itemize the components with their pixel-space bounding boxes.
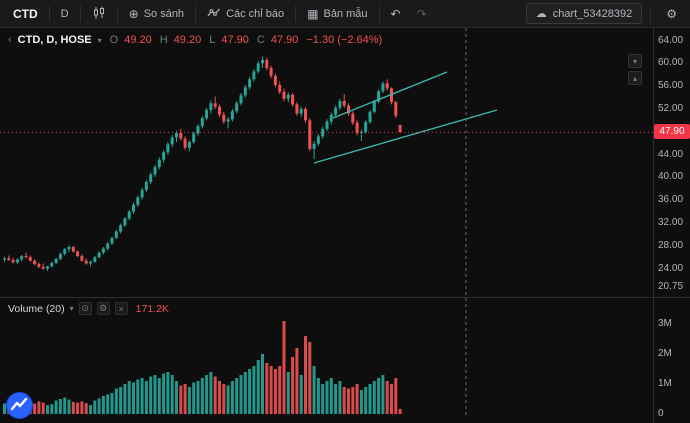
ohlc-legend: ‹ CTD, D, HOSE ▾ O 49.20 H 49.20 L 47.90… (8, 34, 382, 46)
study-settings-icon[interactable]: ⚙ (96, 302, 110, 315)
axis-tick-label: 2M (658, 348, 672, 359)
close-value: 47.90 (270, 34, 299, 46)
toolbar-divider (195, 5, 197, 22)
candlestick-icon (92, 6, 106, 22)
axis-tick-label: 52.00 (658, 102, 684, 114)
high-label: H (159, 34, 168, 46)
templates-grid-icon: ▦ (307, 6, 319, 21)
axis-tick-label: 0 (658, 408, 664, 419)
close-label: C (256, 34, 265, 46)
save-chart-button[interactable]: ☁ chart_53428392 (525, 3, 643, 24)
toolbar-divider (79, 5, 81, 22)
toolbar-divider (116, 5, 118, 22)
toolbar-divider (48, 5, 50, 22)
templates-label: Bản mẫu (323, 7, 368, 20)
axis-tick-label: 60.00 (658, 57, 684, 69)
symbol-description[interactable]: CTD, D, HOSE (17, 34, 92, 46)
last-price-tag: 47.90 (654, 124, 690, 140)
eye-icon[interactable]: ⊙ (78, 302, 92, 315)
chart-name-label: chart_53428392 (552, 7, 633, 20)
change-value: −1.30 (−2.64%) (306, 34, 383, 46)
axis-tick-label: 64.00 (658, 34, 684, 46)
top-toolbar: CTD D ⊕ So sánh (0, 0, 690, 28)
interval-button[interactable]: D (60, 7, 69, 20)
compare-plus-icon: ⊕ (128, 6, 139, 21)
toolbar-right-group: ☁ chart_53428392 ⚙ (525, 3, 684, 24)
axis-tick-label: 3M (658, 318, 672, 329)
axis-tick-label: 36.00 (658, 194, 684, 206)
compare-button[interactable]: ⊕ So sánh (122, 5, 191, 23)
tradingview-logo[interactable] (6, 392, 33, 419)
toolbar-divider (650, 5, 652, 22)
templates-button[interactable]: ▦ Bản mẫu (300, 5, 374, 23)
compare-label: So sánh (143, 7, 185, 20)
axis-tick-label: 28.00 (658, 239, 684, 251)
redo-icon: ↷ (416, 6, 427, 21)
chart-settings-button[interactable]: ⚙ (659, 5, 684, 23)
undo-icon: ↶ (390, 6, 401, 21)
chart-style-button[interactable] (85, 3, 113, 25)
high-value: 49.20 (173, 34, 202, 46)
pane-controls: ▾ ▴ (628, 54, 642, 85)
indicators-icon (207, 7, 221, 21)
volume-study-title[interactable]: Volume (20) (8, 302, 65, 315)
low-label: L (209, 34, 216, 46)
axis-tick-label: 24.00 (658, 262, 684, 274)
axis-tick-label: 20.75 (658, 281, 684, 293)
volume-legend: Volume (20) ▾ ⊙ ⚙ × 171.2K (8, 302, 169, 315)
axis-tick-label: 40.00 (658, 171, 684, 183)
symbol-search-button[interactable]: CTD (13, 6, 38, 21)
price-axis[interactable]: 64.0060.0056.0052.0048.0044.0040.0036.00… (656, 0, 690, 423)
redo-button[interactable]: ↷ (410, 5, 434, 23)
volume-value: 171.2K (135, 302, 169, 315)
indicators-button[interactable]: Các chỉ báo (200, 4, 291, 24)
gear-icon: ⚙ (666, 6, 677, 21)
pane-restore-button[interactable]: ▴ (628, 71, 642, 85)
toolbar-divider (295, 5, 297, 22)
low-value: 47.90 (221, 34, 249, 46)
chevron-down-icon[interactable]: ▾ (69, 304, 74, 313)
axis-tick-label: 56.00 (658, 80, 684, 92)
cloud-icon: ☁ (535, 8, 547, 20)
open-label: O (109, 34, 119, 46)
open-value: 49.20 (124, 34, 152, 46)
chevron-down-icon[interactable]: ▾ (97, 35, 102, 45)
indicators-label: Các chỉ báo (226, 7, 285, 20)
axis-tick-label: 1M (658, 378, 672, 389)
close-icon[interactable]: × (114, 302, 128, 315)
legend-arrow-icon[interactable]: ‹ (8, 34, 12, 46)
undo-button[interactable]: ↶ (384, 5, 408, 23)
axis-tick-label: 32.00 (658, 217, 684, 228)
pane-collapse-button[interactable]: ▾ (628, 54, 642, 68)
axis-tick-label: 44.00 (658, 148, 684, 160)
toolbar-divider (378, 5, 380, 22)
